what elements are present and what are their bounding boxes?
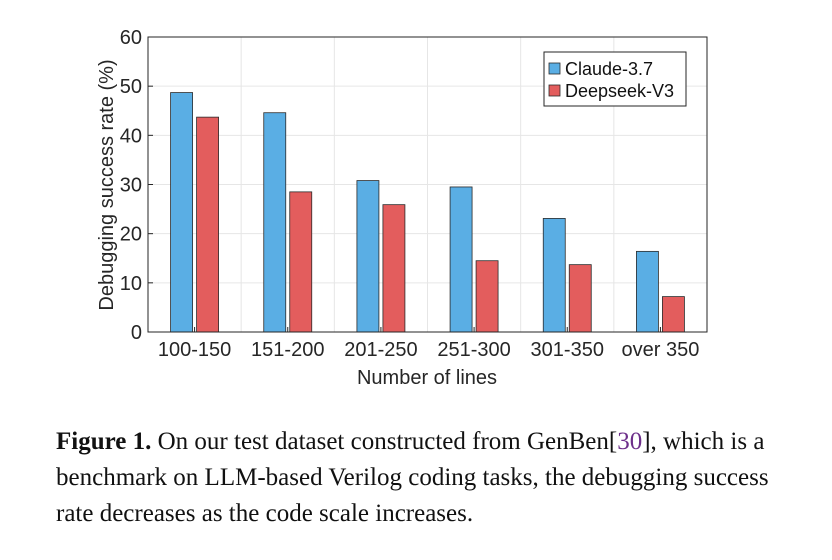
caption-text-before: On our test dataset constructed from Gen… (151, 428, 618, 455)
x-axis-label: Number of lines (357, 367, 497, 389)
y-tick-label: 10 (120, 273, 142, 295)
figure-label: Figure 1. (56, 428, 152, 455)
bar-deepseek (196, 116, 219, 333)
bar-claude (449, 186, 473, 333)
y-tick-label: 0 (131, 322, 142, 344)
x-tick-label: 100-150 (158, 339, 231, 361)
bar-claude (356, 180, 380, 333)
citation-link[interactable]: 30 (617, 428, 643, 455)
bar-claude (636, 250, 659, 333)
bar-claude (263, 112, 287, 333)
legend-label: Deepseek-V3 (565, 81, 674, 101)
bar-claude (170, 92, 193, 333)
y-tick-label: 50 (120, 76, 142, 98)
bar-deepseek (289, 191, 313, 333)
legend-label: Claude-3.7 (565, 59, 653, 79)
bar-deepseek (662, 296, 685, 333)
bar-deepseek (475, 260, 499, 333)
axes: 0 10 20 30 40 50 60 100-150 151-200 201-250 251-30… (120, 27, 708, 361)
plot-frame (147, 36, 708, 333)
legend-swatch (548, 62, 561, 75)
bar-claude (542, 218, 566, 333)
y-tick-label: 60 (120, 27, 142, 49)
legend-swatch (548, 84, 561, 97)
x-tick-label: 251-300 (437, 339, 510, 361)
y-tick-label: 40 (120, 125, 142, 147)
x-tick-label: 301-350 (531, 339, 604, 361)
bar-deepseek (568, 264, 592, 333)
legend-box (543, 51, 687, 107)
caption-text-after: ], which is a benchmark on LLM-based Ver… (56, 428, 769, 527)
y-tick-label: 20 (120, 224, 142, 246)
y-axis-label: Debugging success rate (%) (96, 59, 118, 310)
bar-chart: 0 10 20 30 40 50 60 100-150 151-200 201-250 251-30… (96, 27, 708, 389)
figure-caption: Figure 1. On our test dataset constructe… (56, 424, 796, 532)
x-tick-label: 201-250 (344, 339, 417, 361)
x-tick-label: over 350 (621, 339, 699, 361)
bar-deepseek (382, 204, 406, 333)
x-tick-label: 151-200 (251, 339, 324, 361)
y-tick-label: 30 (120, 175, 142, 197)
